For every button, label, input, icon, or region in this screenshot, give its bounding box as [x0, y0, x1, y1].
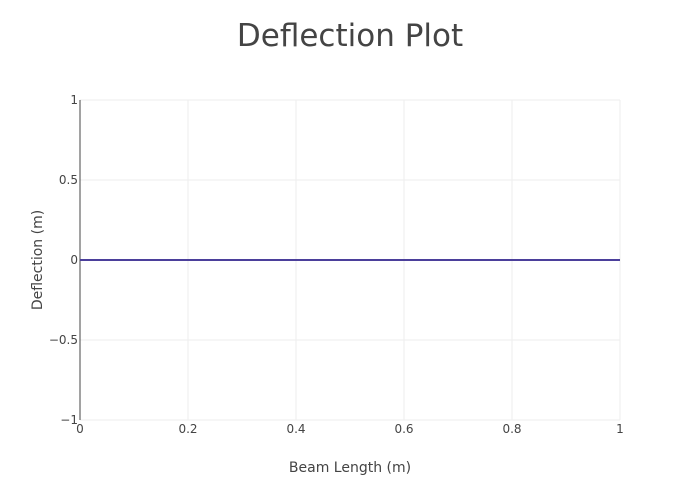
y-tick-label: 0.5 [59, 173, 78, 187]
x-axis-title: Beam Length (m) [289, 460, 411, 476]
x-tick-label: 1 [616, 422, 624, 436]
x-tick-label: 0.8 [502, 422, 521, 436]
tick-label-layer: 0 0.2 0.4 0.6 0.8 1 1 0.5 0 −0.5 −1 [49, 93, 624, 436]
x-tick-label: 0 [76, 422, 84, 436]
y-tick-label: 0 [70, 253, 78, 267]
x-tick-label: 0.2 [178, 422, 197, 436]
y-tick-label: 1 [70, 93, 78, 107]
chart-title: Deflection Plot [236, 18, 464, 54]
x-tick-label: 0.6 [394, 422, 413, 436]
y-tick-label: −1 [60, 413, 78, 427]
y-axis-title: Deflection (m) [30, 210, 46, 310]
x-tick-label: 0.4 [286, 422, 305, 436]
y-tick-label: −0.5 [49, 333, 78, 347]
